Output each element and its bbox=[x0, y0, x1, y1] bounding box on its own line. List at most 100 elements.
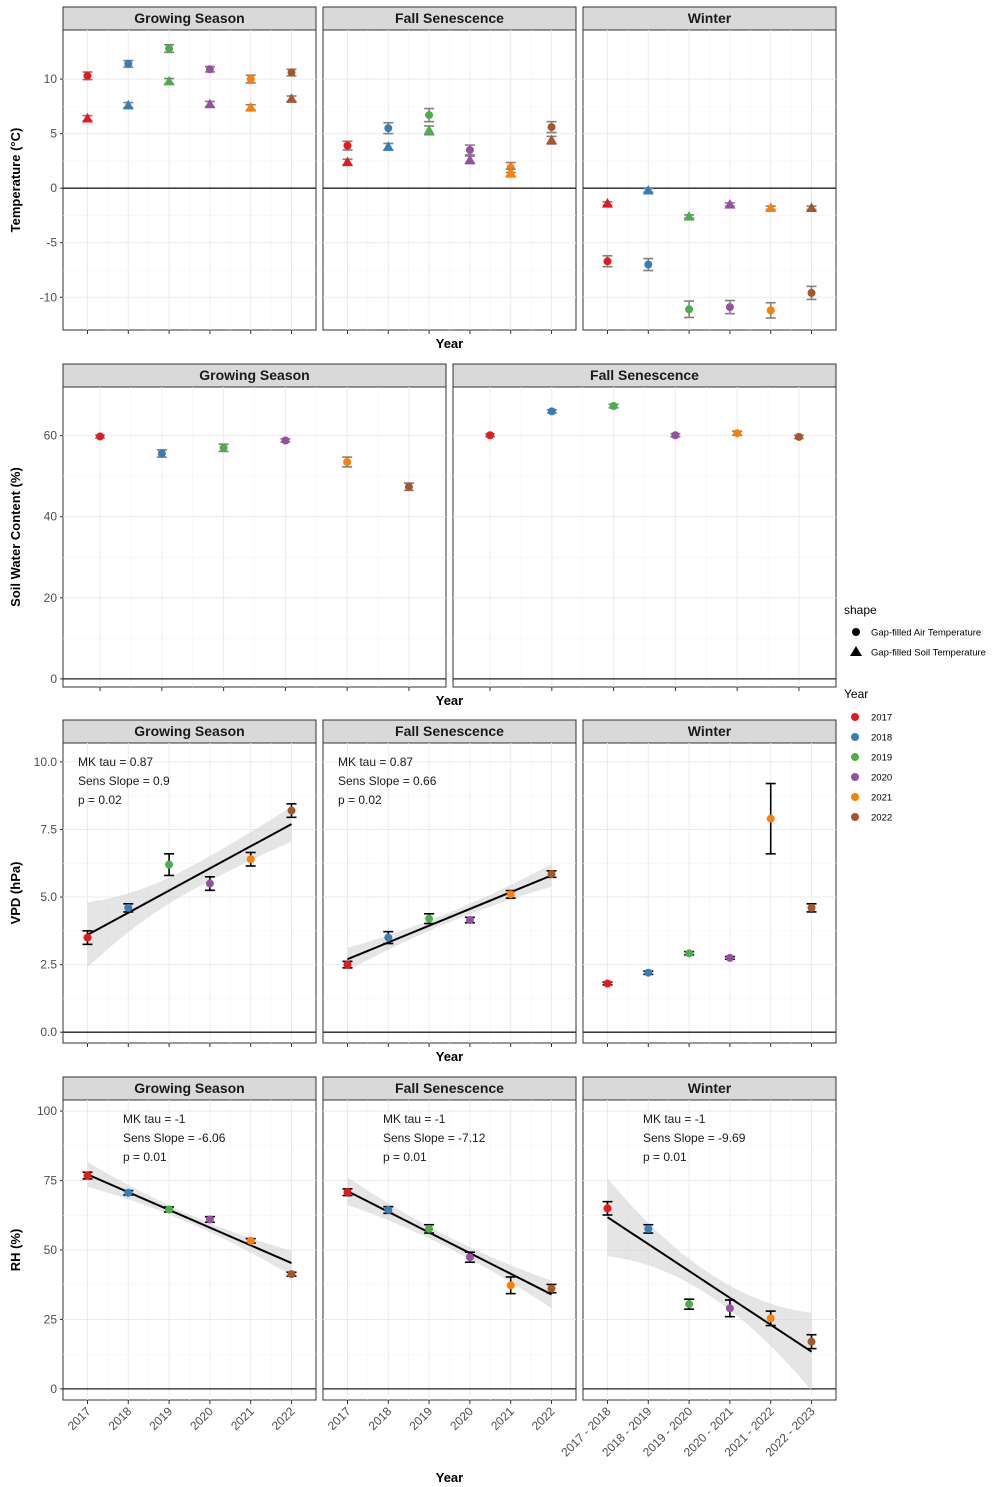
panel-fall-senescence: Fall Senescence bbox=[452, 363, 837, 691]
data-point bbox=[644, 260, 653, 269]
facet-title: Fall Senescence bbox=[590, 367, 699, 383]
facet-title: Fall Senescence bbox=[395, 10, 504, 26]
stats-annotation: Sens Slope = 0.9 bbox=[78, 774, 170, 788]
data-point bbox=[384, 1206, 393, 1214]
confidence-band bbox=[87, 806, 292, 968]
data-point bbox=[725, 303, 734, 312]
y-tick-label: 7.5 bbox=[40, 822, 57, 836]
data-point-triangle bbox=[546, 134, 558, 145]
data-point bbox=[343, 458, 352, 466]
facet-title: Winter bbox=[688, 723, 732, 739]
x-tick-label: 2022 bbox=[529, 1404, 558, 1433]
data-point-triangle bbox=[245, 101, 257, 112]
stats-annotation: p = 0.02 bbox=[338, 793, 382, 807]
data-point-triangle bbox=[642, 184, 654, 195]
data-point bbox=[343, 1188, 352, 1197]
data-point bbox=[384, 933, 393, 942]
legend: shape Gap-filled Air Temperature Gap-fille… bbox=[844, 603, 986, 824]
data-point-triangle bbox=[204, 98, 216, 109]
y-axis-title: RH (%) bbox=[8, 1229, 23, 1272]
stats-annotation: MK tau = -1 bbox=[643, 1112, 706, 1126]
legend-year-label: 2020 bbox=[871, 773, 892, 784]
x-tick-label: 2020 bbox=[447, 1404, 476, 1433]
panel-winter: Winter bbox=[582, 6, 837, 334]
data-point bbox=[287, 806, 296, 815]
data-point-triangle bbox=[81, 112, 93, 123]
y-tick-label: 0 bbox=[50, 181, 57, 195]
panel-fall-senescence: Fall Senescence 2017 2018 2019 2020 2021 2022 M… bbox=[322, 1076, 577, 1433]
x-tick-label: 2022 bbox=[269, 1404, 298, 1433]
data-point bbox=[287, 1270, 296, 1279]
stats-annotation: Sens Slope = 0.66 bbox=[338, 774, 437, 788]
facet-title: Fall Senescence bbox=[395, 723, 504, 739]
data-point bbox=[205, 65, 214, 74]
data-point-triangle bbox=[163, 75, 175, 86]
x-tick-label: 2020 bbox=[187, 1404, 216, 1433]
legend-year-swatch bbox=[851, 713, 859, 721]
x-axis-title: Year bbox=[436, 1049, 463, 1064]
stats-annotation: MK tau = 0.87 bbox=[338, 755, 413, 769]
data-point-triangle bbox=[382, 141, 394, 151]
trend-line bbox=[606, 1216, 813, 1353]
data-point-triangle bbox=[765, 202, 777, 212]
data-point bbox=[794, 432, 803, 441]
data-point bbox=[246, 855, 255, 864]
panel-fall-senescence: Fall Senescence bbox=[322, 6, 577, 334]
data-point bbox=[603, 257, 612, 266]
y-tick-label: 5 bbox=[50, 127, 57, 141]
trend-line bbox=[347, 874, 552, 961]
data-point bbox=[165, 860, 174, 869]
y-axis-title: Temperature (°C) bbox=[8, 128, 23, 233]
y-tick-label: 60 bbox=[44, 429, 58, 443]
data-point bbox=[219, 443, 228, 452]
data-point bbox=[547, 123, 556, 132]
data-point bbox=[807, 903, 816, 912]
legend-year-label: 2022 bbox=[871, 813, 892, 824]
stats-annotation: Sens Slope = -6.06 bbox=[123, 1131, 226, 1145]
data-point bbox=[807, 1337, 816, 1346]
facet-title: Fall Senescence bbox=[395, 1080, 504, 1096]
legend-shape-title: shape bbox=[844, 603, 877, 617]
data-point bbox=[766, 1314, 775, 1323]
data-point bbox=[83, 933, 92, 942]
legend-shape-label: Gap-filled Air Temperature bbox=[871, 628, 981, 639]
y-axis-title: Soil Water Content (%) bbox=[8, 467, 23, 607]
data-point-triangle bbox=[601, 197, 613, 208]
x-tick-label: 2018 bbox=[106, 1404, 135, 1433]
data-point-triangle bbox=[724, 199, 736, 209]
data-point bbox=[685, 1300, 694, 1309]
legend-year-label: 2021 bbox=[871, 793, 892, 804]
panel-winter: Winter bbox=[582, 719, 837, 1047]
data-point bbox=[124, 1188, 133, 1197]
data-point bbox=[733, 429, 742, 438]
x-tick-label: 2019 bbox=[406, 1404, 435, 1433]
legend-year-swatch bbox=[851, 773, 859, 781]
data-point bbox=[343, 141, 352, 150]
data-point bbox=[425, 111, 434, 120]
legend-year-swatch bbox=[851, 733, 859, 741]
data-point-triangle bbox=[683, 211, 695, 221]
data-point bbox=[685, 949, 694, 958]
legend-year-swatch bbox=[851, 813, 859, 821]
data-point bbox=[124, 903, 133, 912]
data-point bbox=[644, 968, 653, 977]
y-tick-label: 50 bbox=[44, 1243, 58, 1257]
x-axis-title: Year bbox=[436, 1470, 463, 1485]
stats-annotation: Sens Slope = -9.69 bbox=[643, 1131, 746, 1145]
panel-growing-season: Growing Season bbox=[62, 6, 317, 334]
data-point bbox=[384, 124, 393, 133]
trend-line bbox=[87, 1173, 292, 1264]
y-tick-label: 75 bbox=[44, 1174, 58, 1188]
facet-title: Winter bbox=[688, 10, 732, 26]
data-point-triangle bbox=[464, 154, 476, 164]
data-point-triangle bbox=[505, 167, 517, 178]
legend-year-title: Year bbox=[844, 687, 868, 701]
y-tick-label: 10 bbox=[44, 72, 58, 86]
panel-growing-season: Growing Season MK tau = 0.87 Sens Slope = … bbox=[62, 719, 317, 1047]
trend-line bbox=[87, 823, 292, 936]
x-tick-label: 2019 bbox=[146, 1404, 175, 1433]
data-point bbox=[547, 870, 556, 879]
stats-annotation: MK tau = 0.87 bbox=[78, 755, 153, 769]
data-point bbox=[465, 916, 474, 925]
data-point bbox=[486, 431, 495, 440]
